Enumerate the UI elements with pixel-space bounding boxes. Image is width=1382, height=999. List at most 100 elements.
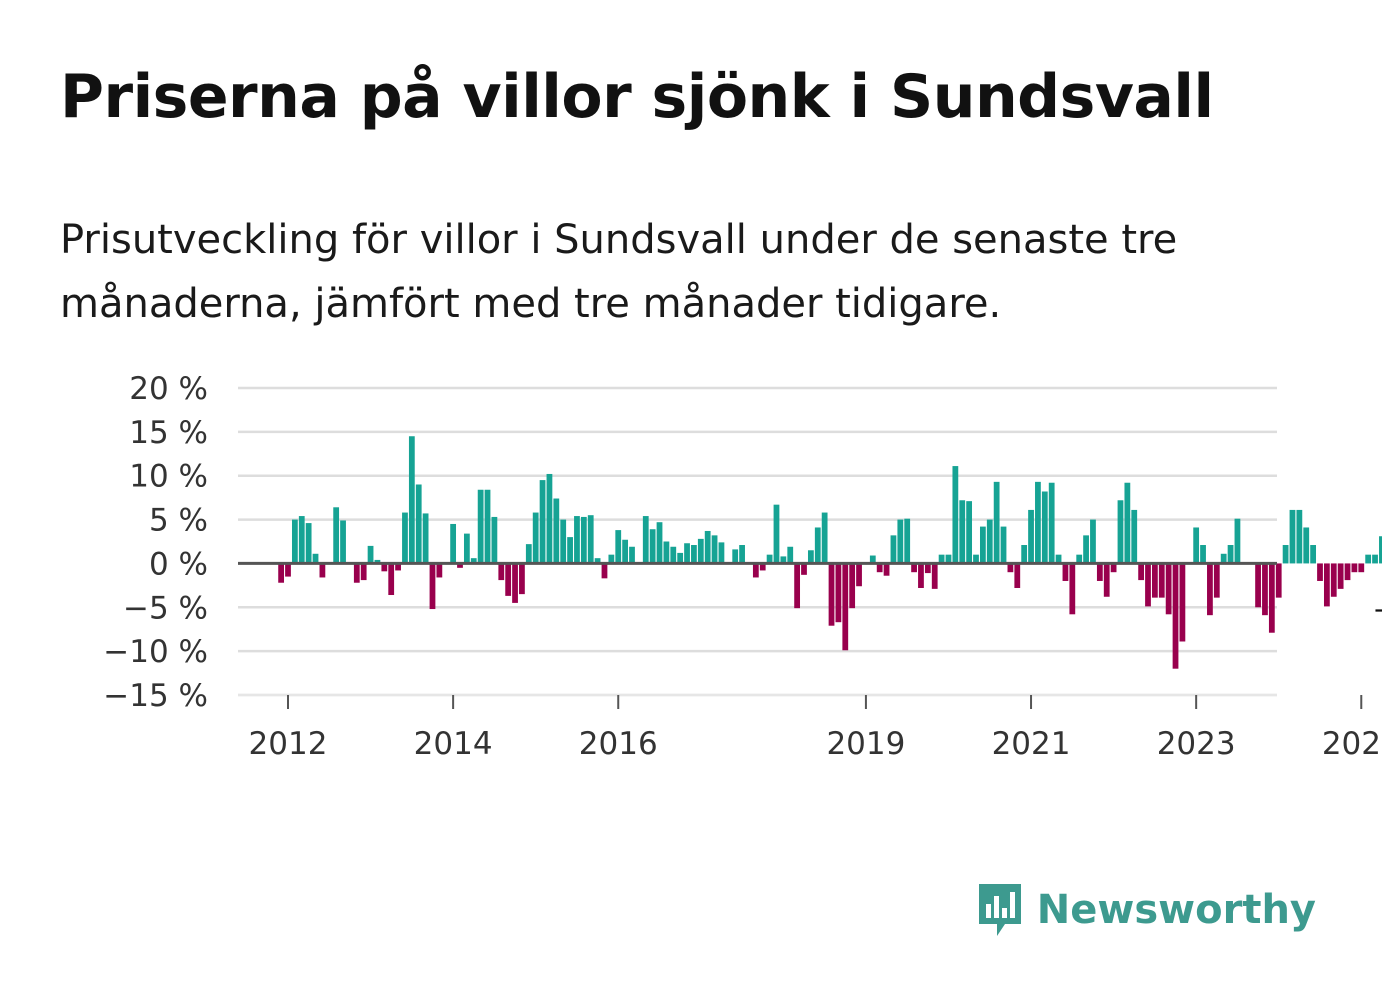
bar bbox=[415, 484, 422, 564]
bar bbox=[470, 558, 477, 564]
bar bbox=[539, 480, 546, 564]
bar bbox=[429, 563, 436, 610]
bar bbox=[911, 563, 917, 573]
bar bbox=[587, 515, 594, 564]
x-tick-label: 2025 bbox=[1322, 726, 1382, 762]
bar bbox=[1145, 563, 1151, 607]
bar bbox=[973, 554, 979, 564]
bar bbox=[512, 563, 518, 603]
bar bbox=[986, 519, 993, 564]
bar bbox=[1227, 545, 1234, 564]
bar bbox=[1282, 545, 1289, 564]
bar bbox=[1255, 563, 1261, 608]
bar bbox=[1330, 563, 1337, 597]
bar bbox=[463, 533, 470, 564]
bar bbox=[1213, 563, 1220, 598]
bar bbox=[477, 489, 484, 564]
bar bbox=[814, 527, 821, 564]
axes bbox=[238, 561, 1363, 709]
bar bbox=[773, 504, 780, 564]
bar bbox=[1275, 563, 1282, 598]
bar bbox=[395, 563, 401, 571]
bar bbox=[519, 563, 525, 595]
bar bbox=[642, 516, 649, 564]
bar bbox=[1337, 563, 1344, 589]
bar bbox=[801, 563, 807, 575]
bar bbox=[567, 537, 573, 564]
bar bbox=[993, 481, 1000, 564]
bar bbox=[1310, 545, 1317, 564]
bar bbox=[931, 563, 938, 589]
bar bbox=[1000, 526, 1007, 564]
bar bbox=[711, 535, 718, 564]
bar bbox=[828, 563, 835, 626]
y-tick-label: 5 % bbox=[149, 503, 208, 539]
bar bbox=[1035, 481, 1041, 564]
bar bbox=[278, 563, 285, 583]
bar bbox=[670, 546, 677, 564]
bars bbox=[278, 436, 1382, 669]
bar bbox=[904, 518, 911, 564]
bar bbox=[821, 512, 828, 564]
bar bbox=[1372, 554, 1378, 564]
bar bbox=[1179, 563, 1186, 642]
bar bbox=[704, 530, 711, 564]
bar bbox=[312, 553, 319, 564]
bar bbox=[1131, 509, 1138, 564]
bar bbox=[684, 543, 690, 564]
bar bbox=[505, 563, 512, 596]
bar bbox=[1048, 482, 1055, 564]
bar bbox=[408, 436, 415, 564]
bar bbox=[1090, 519, 1096, 564]
bar bbox=[1200, 545, 1206, 564]
bar bbox=[1124, 482, 1131, 564]
bar bbox=[938, 554, 945, 564]
bar bbox=[1041, 491, 1048, 564]
bar bbox=[663, 541, 670, 564]
bar bbox=[1289, 509, 1296, 564]
x-tick-label: 2021 bbox=[992, 726, 1071, 762]
x-tick-label: 2014 bbox=[414, 726, 493, 762]
y-tick-label: −15 % bbox=[103, 678, 208, 714]
bar bbox=[546, 473, 553, 564]
bar bbox=[381, 563, 388, 572]
bar bbox=[532, 512, 539, 564]
bar bbox=[608, 554, 615, 564]
bar bbox=[436, 563, 443, 578]
chart-subtitle: Prisutveckling för villor i Sundsvall un… bbox=[60, 217, 1178, 327]
y-tick-label: −10 % bbox=[103, 634, 208, 670]
bar bbox=[732, 549, 739, 564]
bar bbox=[1358, 563, 1365, 573]
bar bbox=[594, 558, 601, 564]
bar bbox=[1076, 554, 1083, 564]
bar bbox=[629, 546, 635, 564]
bar bbox=[1323, 563, 1330, 607]
bar bbox=[1344, 563, 1351, 581]
bar bbox=[759, 563, 766, 571]
bar bbox=[319, 563, 326, 578]
bar bbox=[1151, 563, 1158, 598]
bar bbox=[1021, 545, 1028, 564]
bar bbox=[1207, 563, 1213, 616]
bar bbox=[794, 563, 801, 609]
bar bbox=[897, 519, 904, 564]
bar bbox=[1296, 509, 1303, 564]
bar bbox=[842, 563, 849, 651]
bar bbox=[388, 563, 395, 596]
bar bbox=[869, 555, 876, 564]
bar bbox=[1220, 553, 1227, 564]
bar bbox=[959, 500, 966, 564]
bar bbox=[491, 516, 498, 564]
bar bbox=[1103, 563, 1110, 597]
bar bbox=[924, 563, 931, 574]
bar bbox=[1303, 527, 1310, 564]
bar bbox=[525, 544, 532, 564]
bar bbox=[849, 563, 856, 609]
bar bbox=[856, 563, 862, 587]
bar bbox=[752, 563, 759, 578]
bar bbox=[1268, 563, 1275, 633]
bar bbox=[697, 538, 704, 564]
bar bbox=[1069, 563, 1076, 615]
bar bbox=[580, 516, 587, 564]
brand-name: Newsworthy bbox=[1036, 887, 1316, 933]
